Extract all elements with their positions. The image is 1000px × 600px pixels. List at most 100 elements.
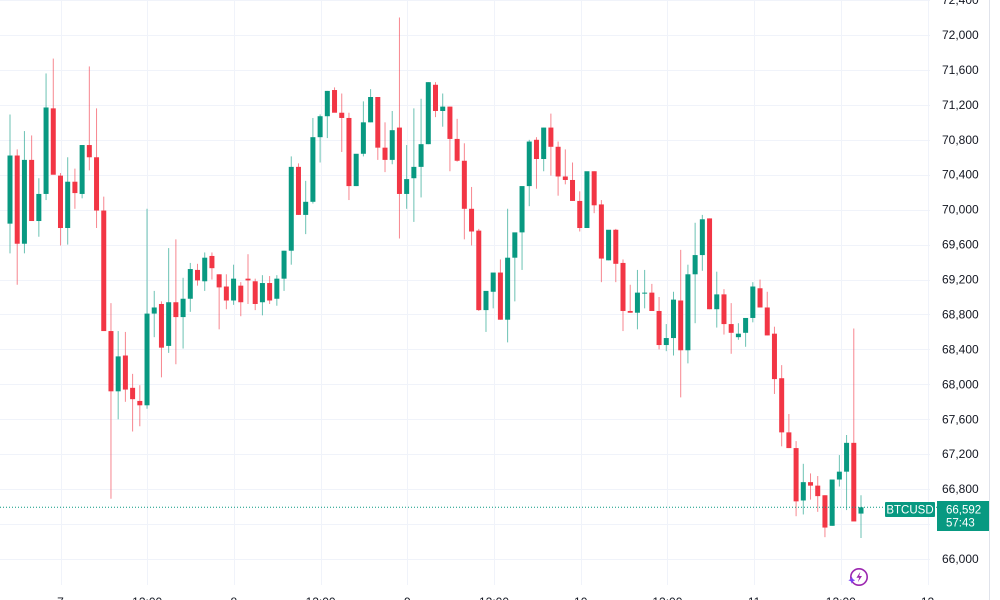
candle-up[interactable] — [360, 101, 366, 157]
candle-up[interactable] — [735, 323, 741, 340]
candle-down[interactable] — [158, 301, 164, 378]
candle-down[interactable] — [137, 385, 143, 427]
candle-up[interactable] — [187, 262, 193, 312]
candle-up[interactable] — [685, 264, 691, 364]
candle-up[interactable] — [483, 290, 489, 332]
candle-up[interactable] — [836, 455, 842, 487]
candle-down[interactable] — [570, 162, 576, 201]
candle-down[interactable] — [469, 186, 475, 246]
candle-up[interactable] — [512, 232, 518, 302]
candle-down[interactable] — [447, 106, 453, 172]
candle-up[interactable] — [526, 139, 532, 207]
ai-assistant-icon[interactable] — [848, 568, 868, 586]
candle-up[interactable] — [663, 324, 669, 352]
candle-down[interactable] — [216, 274, 222, 330]
candle-down[interactable] — [72, 168, 78, 209]
candle-up[interactable] — [259, 275, 265, 316]
candle-down[interactable] — [454, 118, 460, 162]
candle-down[interactable] — [267, 276, 273, 304]
candle-up[interactable] — [425, 82, 431, 145]
candle-down[interactable] — [786, 414, 792, 449]
price-axis[interactable]: 72,400 72,000 71,600 71,200 70,800 70,400 70,0… — [942, 0, 979, 566]
candle-up[interactable] — [490, 272, 496, 309]
candle-down[interactable] — [461, 143, 467, 240]
candle-down[interactable] — [548, 113, 554, 176]
candle-down[interactable] — [14, 149, 20, 285]
candle-down[interactable] — [295, 163, 301, 215]
candle-down[interactable] — [86, 66, 92, 171]
candle-up[interactable] — [288, 156, 294, 265]
candle-up[interactable] — [411, 108, 417, 222]
candle-down[interactable] — [339, 93, 345, 153]
candle-up[interactable] — [303, 180, 309, 235]
candle-up[interactable] — [642, 269, 648, 309]
candle-down[interactable] — [57, 172, 63, 246]
candle-down[interactable] — [764, 291, 770, 336]
candle-down[interactable] — [252, 278, 258, 311]
candle-down[interactable] — [728, 303, 734, 354]
candle-up[interactable] — [180, 277, 186, 349]
candle-down[interactable] — [346, 112, 352, 201]
candle-down[interactable] — [195, 263, 201, 286]
candle-down[interactable] — [238, 282, 244, 317]
candle-up[interactable] — [743, 317, 749, 347]
candle-down[interactable] — [332, 87, 338, 113]
candle-up[interactable] — [750, 282, 756, 323]
candle-up[interactable] — [844, 434, 850, 511]
candle-up[interactable] — [389, 110, 395, 165]
candle-up[interactable] — [274, 275, 280, 306]
candle-up[interactable] — [281, 250, 287, 291]
candle-down[interactable] — [173, 239, 179, 365]
candle-down[interactable] — [656, 297, 662, 350]
candle-down[interactable] — [433, 82, 438, 118]
candle-up[interactable] — [829, 479, 835, 526]
candle-up[interactable] — [584, 171, 590, 229]
candle-down[interactable] — [779, 365, 785, 447]
candle-down[interactable] — [707, 218, 713, 310]
candle-down[interactable] — [598, 200, 604, 283]
candle-up[interactable] — [231, 264, 237, 305]
candle-down[interactable] — [851, 328, 857, 522]
candle-up[interactable] — [634, 269, 640, 330]
candle-up[interactable] — [202, 252, 208, 291]
candle-down[interactable] — [678, 249, 684, 398]
candle-up[interactable] — [324, 90, 330, 139]
candle-up[interactable] — [519, 186, 525, 270]
candle-down[interactable] — [815, 476, 821, 512]
candle-up[interactable] — [151, 290, 157, 338]
candle-down[interactable] — [721, 289, 727, 335]
candle-up[interactable] — [115, 331, 121, 420]
candle-down[interactable] — [29, 135, 35, 222]
candle-down[interactable] — [382, 122, 388, 173]
candle-up[interactable] — [858, 495, 864, 539]
candle-up[interactable] — [699, 214, 705, 271]
candle-down[interactable] — [245, 254, 251, 304]
candle-down[interactable] — [497, 259, 503, 320]
candle-down[interactable] — [822, 495, 828, 538]
candle-up[interactable] — [317, 114, 323, 163]
candle-down[interactable] — [396, 17, 402, 239]
candle-down[interactable] — [808, 473, 814, 500]
candle-up[interactable] — [36, 178, 42, 237]
candle-down[interactable] — [122, 331, 128, 402]
candle-up[interactable] — [670, 291, 676, 356]
candle-up[interactable] — [714, 271, 720, 328]
candle-down[interactable] — [577, 191, 583, 232]
candle-series[interactable] — [7, 17, 864, 539]
candle-up[interactable] — [65, 157, 71, 245]
time-axis[interactable]: 7 12:00 8 12:00 9 12:00 10 12:00 11 12:00 12 — [57, 595, 934, 600]
candle-down[interactable] — [223, 274, 229, 310]
candle-up[interactable] — [440, 93, 446, 127]
candle-down[interactable] — [209, 252, 215, 280]
candle-down[interactable] — [620, 259, 626, 332]
candle-down[interactable] — [771, 326, 777, 394]
candle-up[interactable] — [144, 208, 150, 409]
candle-up[interactable] — [541, 127, 547, 172]
candle-up[interactable] — [7, 114, 13, 254]
candle-up[interactable] — [21, 131, 27, 254]
candle-up[interactable] — [43, 73, 49, 201]
candle-up[interactable] — [800, 463, 806, 515]
candle-down[interactable] — [50, 58, 56, 175]
